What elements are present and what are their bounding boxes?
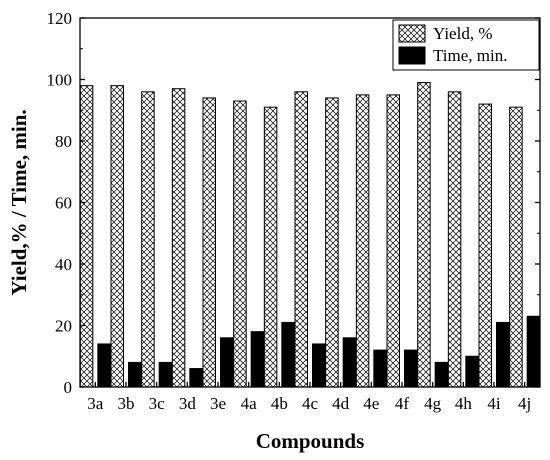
time-bar-4a [250, 331, 265, 388]
legend-label-time: Time, min. [433, 46, 507, 65]
x-tick-label-3d: 3d [179, 394, 197, 413]
yield-bar-3e [202, 97, 216, 388]
x-tick-label-4a: 4a [241, 394, 258, 413]
time-bar-3c [158, 361, 173, 388]
x-tick-label-4e: 4e [363, 394, 379, 413]
yield-bar-4a [233, 100, 247, 388]
y-tick-label: 120 [47, 9, 73, 28]
legend-swatch-yield [398, 24, 426, 43]
y-tick-label: 20 [55, 317, 72, 336]
yield-bar-4h [447, 91, 462, 388]
y-tick-label: 0 [64, 378, 73, 397]
y-axis-title: Yield,% / Time, min. [7, 109, 31, 295]
x-tick-label-3e: 3e [210, 394, 226, 413]
yield-bar-4f [386, 94, 400, 388]
x-tick-label-3b: 3b [118, 394, 135, 413]
yield-bar-4e [355, 94, 370, 388]
time-bar-3e [220, 337, 234, 388]
x-tick-label-4g: 4g [424, 394, 442, 413]
x-tick-label-4h: 4h [455, 394, 473, 413]
time-bar-3a [97, 343, 111, 388]
x-axis-title: Compounds [256, 429, 365, 453]
time-bar-3d [189, 368, 203, 388]
time-bar-4f [404, 349, 418, 388]
time-bar-4e [373, 349, 387, 388]
x-tick-label-4c: 4c [302, 394, 319, 413]
yield-bar-3c [141, 91, 155, 388]
yield-bar-3b [110, 85, 124, 388]
time-bar-4d [342, 337, 357, 388]
yield-bar-4i [478, 103, 492, 388]
time-bar-4i [496, 321, 510, 388]
yield-bar-3d [171, 88, 186, 388]
yield-bar-4j [509, 106, 523, 388]
time-bar-4g [434, 361, 449, 388]
y-tick-label: 80 [55, 132, 72, 151]
x-tick-label-4j: 4j [518, 394, 531, 413]
axes: 0 20 40 60 80 100 120 3a 3b 3c 3d 3e 4a 4b 4c 4d 4e 4f 4g 4… [47, 9, 541, 413]
time-bar-4b [281, 321, 295, 388]
yield-bar-4g [417, 82, 431, 388]
y-tick-label: 40 [55, 255, 72, 274]
x-tick-label-4i: 4i [487, 394, 501, 413]
x-tick-label-4b: 4b [271, 394, 288, 413]
legend: Yield, % Time, min. [392, 19, 540, 71]
yield-bar-3a [79, 85, 94, 388]
y-tick-label: 60 [55, 194, 72, 213]
time-bar-4j [526, 315, 541, 388]
x-tick-label-4d: 4d [332, 394, 350, 413]
time-bar-4h [465, 355, 479, 388]
x-tick-label-3a: 3a [87, 394, 104, 413]
y-tick-label: 100 [47, 71, 73, 90]
x-tick-label-4f: 4f [395, 394, 410, 413]
plot-area [79, 82, 541, 388]
yield-bar-4c [294, 91, 308, 388]
x-tick-label-3c: 3c [149, 394, 166, 413]
legend-swatch-time [398, 46, 426, 65]
yield-bar-4b [263, 106, 278, 388]
time-bar-3b [128, 361, 142, 388]
time-bar-4c [312, 343, 326, 388]
legend-label-yield: Yield, % [433, 24, 493, 43]
yield-bar-4d [325, 97, 339, 388]
